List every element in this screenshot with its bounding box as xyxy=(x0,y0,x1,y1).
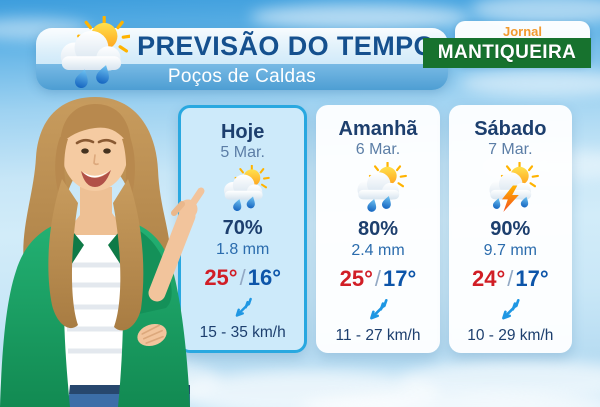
forecast-card-tomorrow: Amanhã 6 Mar. 80% 2.4 mm 25°/17° 11 - 27… xyxy=(316,105,440,353)
day-label: Amanhã xyxy=(338,118,418,140)
temp-high: 25° xyxy=(204,264,238,290)
temp-low: 16° xyxy=(247,264,281,290)
page-title: PREVISÃO DO TEMPO xyxy=(137,30,435,61)
precip-chance: 90% xyxy=(490,218,531,241)
temp-high: 24° xyxy=(471,265,506,291)
city-name: Poços de Caldas xyxy=(167,66,317,87)
precip-amount: 2.4 mm xyxy=(351,242,405,260)
cloud-shape xyxy=(460,70,600,96)
wind-speed: 10 - 29 km/h xyxy=(467,327,554,345)
cloud-shape xyxy=(250,4,470,30)
logo-name: MANTIQUEIRA xyxy=(437,42,577,63)
temp-high: 25° xyxy=(339,265,373,291)
wind-arrow-southwest-icon xyxy=(495,297,525,323)
precip-amount: 9.7 mm xyxy=(483,242,537,260)
wind-arrow-southwest-icon xyxy=(363,297,393,323)
day-label: Hoje xyxy=(220,121,265,143)
cloud-shape xyxy=(300,392,600,407)
forecast-card-today: Hoje 5 Mar. 70% 1.8 mm 25°/16° 15 - 35 k… xyxy=(178,105,308,353)
wind-arrow-southwest-icon xyxy=(228,296,258,320)
logo-kicker: Jornal xyxy=(502,24,542,39)
temp-separator: / xyxy=(239,264,246,290)
sun-cloud-rain-icon xyxy=(340,162,416,215)
presenter-illustration xyxy=(0,97,205,407)
sun-cloud-rain-icon xyxy=(42,14,130,94)
temperature-range: 25°/17° xyxy=(339,265,417,291)
precip-chance: 70% xyxy=(222,217,263,240)
temp-separator: / xyxy=(374,265,382,291)
date-label: 7 Mar. xyxy=(488,141,533,158)
day-label: Sábado xyxy=(474,118,547,140)
date-label: 5 Mar. xyxy=(220,144,265,161)
newspaper-logo-banner: MANTIQUEIRA xyxy=(423,38,591,68)
sun-cloud-storm-icon xyxy=(472,162,548,215)
wind-speed: 15 - 35 km/h xyxy=(199,324,286,342)
temp-separator: / xyxy=(507,265,514,291)
date-label: 6 Mar. xyxy=(355,141,401,158)
temp-low: 17° xyxy=(383,265,417,291)
forecast-cards-row: Hoje 5 Mar. 70% 1.8 mm 25°/16° 15 - 35 k… xyxy=(178,105,572,353)
precip-chance: 80% xyxy=(357,218,398,241)
precip-amount: 1.8 mm xyxy=(215,241,270,259)
wind-speed: 11 - 27 km/h xyxy=(335,327,421,345)
forecast-card-saturday: Sábado 7 Mar. 90% 9.7 mm 24°/17° 10 - 29… xyxy=(448,105,572,353)
temperature-range: 25°/16° xyxy=(204,264,281,290)
temp-low: 17° xyxy=(515,265,549,291)
temperature-range: 24°/17° xyxy=(471,265,549,291)
